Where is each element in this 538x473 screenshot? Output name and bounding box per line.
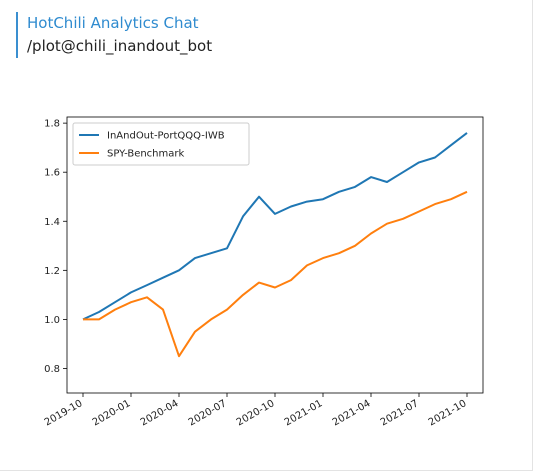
- reply-bar: [16, 12, 18, 58]
- x-tick-label: 2020-10: [235, 398, 277, 428]
- x-tick-label: 2020-01: [91, 398, 133, 428]
- legend-label: InAndOut-PortQQQ-IWB: [107, 131, 225, 142]
- series-line: [83, 190, 468, 358]
- x-tick-label: 2021-07: [379, 398, 421, 428]
- y-tick-label: 1.4: [44, 217, 60, 228]
- y-tick-label: 1.8: [44, 119, 60, 130]
- x-tick-label: 2021-10: [427, 398, 469, 428]
- y-tick-label: 1.2: [44, 266, 60, 277]
- y-tick-label: 1.6: [44, 168, 60, 179]
- legend-box: [72, 122, 250, 166]
- chat-subtitle: /plot@chili_inandout_bot: [27, 37, 213, 55]
- y-tick-label: 1.0: [44, 315, 60, 326]
- series-line: [82, 132, 468, 321]
- x-tick-label: 2020-04: [139, 398, 181, 428]
- x-tick-label: 2021-01: [283, 398, 325, 428]
- y-tick-label: 0.8: [44, 364, 60, 375]
- x-tick-label: 2020-07: [187, 398, 229, 428]
- x-tick-label: 2021-04: [331, 398, 373, 428]
- x-tick-label: 2019-10: [43, 398, 85, 428]
- legend-label: SPY-Benchmark: [107, 149, 184, 160]
- chat-title[interactable]: HotChili Analytics Chat: [27, 14, 199, 32]
